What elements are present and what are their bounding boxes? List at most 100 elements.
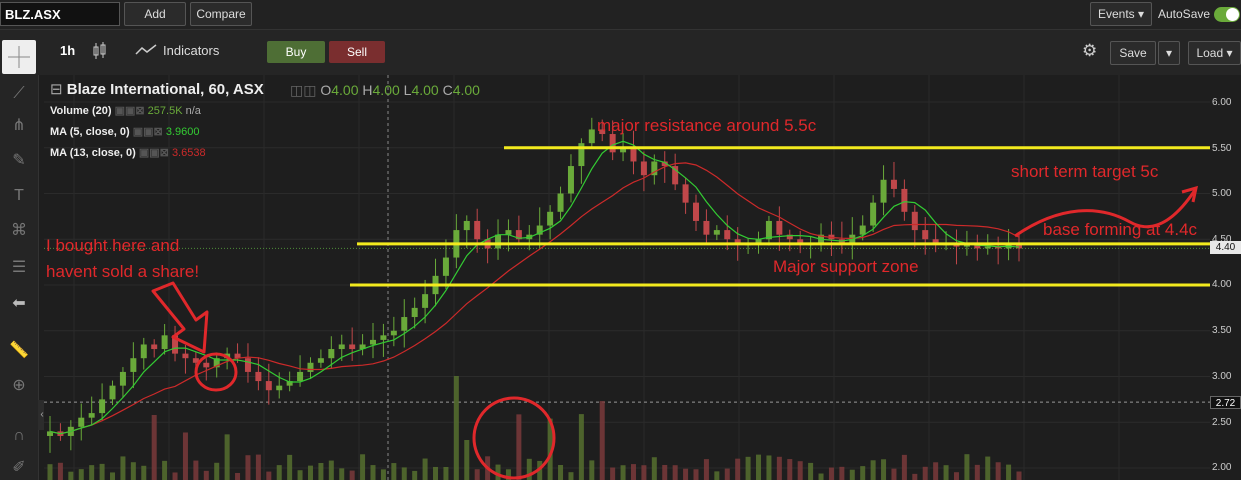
legend-options-icon[interactable]: ◫◫ (290, 82, 317, 98)
volume-bar (141, 465, 147, 480)
pitchfork-tool-icon[interactable]: ⋔ (12, 117, 26, 134)
ma13-legend: MA (13, close, 0) ▣▣⊠ 3.6538 (50, 146, 206, 159)
volume-bar (672, 465, 678, 480)
indicators-label: Indicators (163, 43, 220, 58)
save-menu-chevron-icon[interactable]: ▾ (1158, 41, 1180, 65)
zoom-tool-icon[interactable]: ⊕ (12, 377, 26, 394)
compare-button[interactable]: Compare (190, 2, 252, 26)
load-button[interactable]: Load ▾ (1188, 41, 1241, 65)
candle-body (255, 371, 262, 382)
volume-bar (422, 458, 428, 480)
volume-legend: Volume (20) ▣▣⊠ 257.5K n/a (50, 104, 201, 117)
volume-bar (558, 464, 564, 480)
entry-circle (194, 352, 238, 392)
volume-bar (964, 454, 970, 480)
volume-bar (933, 462, 939, 480)
add-button[interactable]: Add (124, 2, 186, 26)
candle-body (234, 353, 241, 359)
interval-selector[interactable]: 1h (60, 43, 76, 58)
volume-bar (735, 458, 741, 480)
indicator-options-icon[interactable]: ▣▣⊠ (132, 126, 163, 138)
volume-bar (370, 465, 376, 480)
candle-body (182, 353, 189, 359)
indicator-options-icon[interactable]: ▣▣⊠ (114, 105, 145, 117)
price-chart[interactable] (44, 75, 1210, 480)
volume-bar (349, 470, 355, 480)
candle-body (474, 220, 481, 240)
candle-body (411, 307, 418, 318)
volume-bar (516, 414, 522, 480)
candle-body (276, 385, 283, 391)
candle-body (286, 381, 293, 386)
candle-body (578, 143, 585, 167)
chevron-down-icon: ▾ (1138, 7, 1145, 21)
trendline-tool-icon[interactable]: ⟋ (13, 85, 25, 102)
volume-bar (495, 464, 501, 480)
collapse-legend-icon[interactable]: ⊟ (50, 81, 63, 98)
autosave-toggle[interactable] (1214, 7, 1240, 22)
magnet-icon[interactable]: ∩ (13, 427, 25, 444)
settings-gear-icon[interactable]: ⚙ (1082, 41, 1098, 60)
candle-body (797, 239, 804, 244)
collapse-panel-icon[interactable]: ‹ (38, 400, 46, 430)
candle-body (307, 362, 314, 372)
volume-circle (472, 396, 556, 480)
candle-body (172, 335, 179, 354)
ma5-label: MA (5, close, 0) (50, 126, 130, 138)
volume-bar (703, 459, 709, 480)
candle-body (661, 161, 668, 167)
text-tool-icon[interactable]: T (14, 187, 24, 204)
candle-body (140, 344, 147, 359)
sell-button[interactable]: Sell (329, 41, 385, 63)
volume-bar (953, 472, 959, 480)
save-button[interactable]: Save (1110, 41, 1156, 65)
candle-body (338, 344, 345, 350)
candle-body (380, 335, 387, 340)
candle-body (547, 211, 554, 226)
candle-body (932, 239, 939, 244)
candle-body (401, 317, 408, 331)
ruler-tool-icon[interactable]: 📏 (9, 342, 29, 359)
symbol-input[interactable]: BLZ.ASX (0, 2, 120, 26)
indicator-options-icon[interactable]: ▣▣⊠ (138, 147, 169, 159)
brush-tool-icon[interactable]: ✎ (12, 152, 26, 169)
candle-body (724, 230, 731, 240)
candle-body (317, 358, 324, 363)
volume-bar (922, 466, 928, 480)
volume-bar (797, 461, 803, 480)
fib-tool-icon[interactable]: ☰ (11, 259, 27, 276)
candle-body (109, 385, 116, 400)
candles-icon[interactable] (92, 40, 108, 67)
volume-bar (745, 456, 751, 480)
volume-bar (505, 469, 511, 480)
price-tick: 4.50 (1212, 234, 1232, 245)
ma13-label: MA (13, close, 0) (50, 147, 136, 159)
back-arrow-icon[interactable]: ⬅ (12, 295, 26, 312)
volume-bar (943, 465, 949, 480)
volume-bar (214, 462, 220, 480)
volume-bar (651, 457, 657, 480)
candle-body (244, 358, 251, 372)
pencil-lock-icon[interactable]: ✐ (12, 459, 26, 476)
chart-area[interactable] (44, 75, 1210, 480)
candle-body (734, 239, 741, 244)
crosshair-tool-button[interactable] (2, 40, 36, 74)
volume-bar (578, 414, 584, 480)
volume-bar (255, 454, 261, 480)
volume-bar (287, 454, 293, 480)
bought-annotation-line1: I bought here and (46, 236, 180, 255)
buy-button[interactable]: Buy (267, 41, 325, 63)
high-label: H (362, 82, 373, 98)
price-axis[interactable] (1210, 75, 1241, 480)
volume-extra: n/a (185, 105, 201, 117)
volume-bar (849, 469, 855, 480)
candle-body (130, 358, 137, 372)
events-label: Events (1097, 7, 1135, 21)
pattern-tool-icon[interactable]: ⌘ (11, 222, 27, 239)
volume-bar (860, 466, 866, 480)
indicators-button[interactable]: Indicators (135, 42, 219, 63)
trend-arrow-head (1181, 185, 1198, 203)
volume-bar (380, 469, 386, 480)
events-dropdown[interactable]: Events ▾ (1090, 2, 1152, 26)
candle-body (599, 129, 606, 135)
